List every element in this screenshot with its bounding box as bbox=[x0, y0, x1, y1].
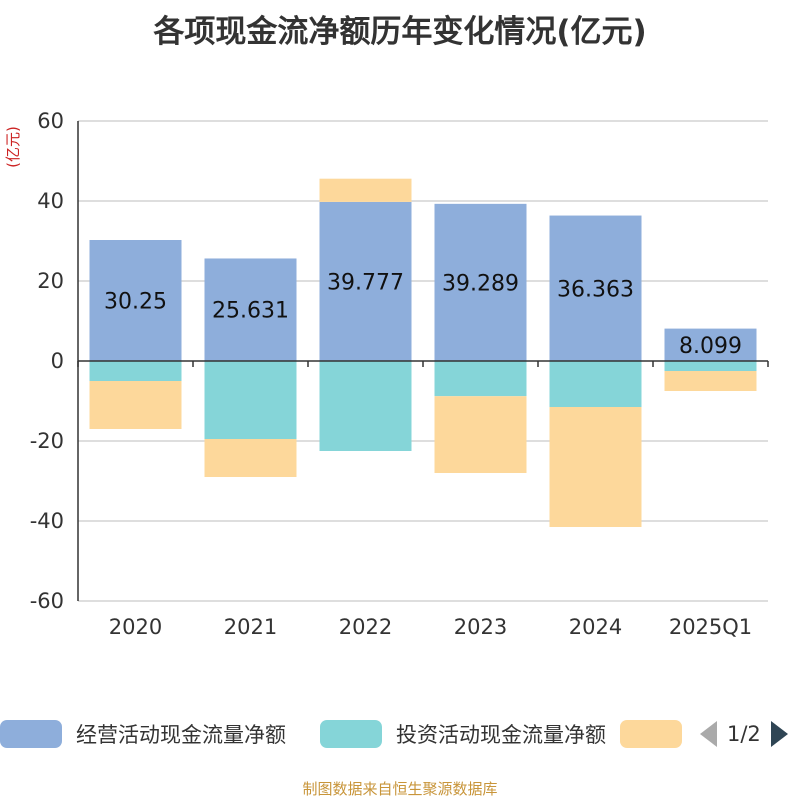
data-label: 25.631 bbox=[212, 299, 289, 324]
y-axis-label: (亿元) bbox=[4, 126, 22, 168]
x-tick-label: 2021 bbox=[224, 615, 277, 639]
bar-financing-2021 bbox=[204, 439, 297, 477]
y-tick-label: -20 bbox=[30, 429, 64, 453]
bar-operating-2022 bbox=[319, 201, 412, 361]
legend-item-financing[interactable] bbox=[620, 714, 682, 754]
data-label: 8.099 bbox=[679, 334, 742, 359]
x-tick-label: 2024 bbox=[569, 615, 622, 639]
bar-investing-2022 bbox=[319, 361, 412, 451]
y-tick-label: 40 bbox=[37, 189, 64, 213]
legend-label-operating: 经营活动现金流量净额 bbox=[76, 723, 286, 747]
x-tick-label: 2025Q1 bbox=[669, 615, 752, 639]
legend-item-operating[interactable]: 经营活动现金流量净额 bbox=[0, 714, 286, 754]
bar-financing-2024 bbox=[549, 407, 642, 527]
y-tick-label: -60 bbox=[30, 589, 64, 613]
y-tick-label: -40 bbox=[30, 509, 64, 533]
legend-swatch-operating bbox=[0, 720, 62, 748]
legend: 经营活动现金流量净额 投资活动现金流量净额 1/2 bbox=[0, 714, 800, 754]
y-tick-label: 0 bbox=[51, 349, 64, 373]
bar-investing-2023 bbox=[434, 361, 527, 397]
legend-swatch-investing bbox=[320, 720, 382, 748]
bar-financing-2022 bbox=[319, 178, 412, 202]
legend-item-investing[interactable]: 投资活动现金流量净额 bbox=[320, 714, 606, 754]
bar-investing-2025Q1 bbox=[664, 361, 757, 371]
bar-financing-2020 bbox=[89, 381, 182, 429]
x-tick-label: 2020 bbox=[109, 615, 162, 639]
x-tick-label: 2022 bbox=[339, 615, 392, 639]
legend-swatch-financing bbox=[620, 720, 682, 748]
bar-operating-2021 bbox=[204, 258, 297, 361]
legend-page-number: 1/2 bbox=[727, 722, 761, 746]
legend-pager: 1/2 bbox=[700, 714, 788, 754]
bar-operating-2023 bbox=[434, 203, 527, 361]
bar-investing-2024 bbox=[549, 361, 642, 407]
bar-operating-2020 bbox=[89, 240, 182, 361]
data-label: 30.25 bbox=[104, 290, 167, 315]
data-label: 39.289 bbox=[442, 271, 519, 296]
bar-financing-2025Q1 bbox=[664, 371, 757, 391]
data-label: 36.363 bbox=[557, 277, 634, 302]
cash-flow-chart: 60 40 20 0 -20 -40 -60 (亿元) 30.25 2020 25.631 2021 3… bbox=[4, 109, 769, 639]
y-tick-label: 20 bbox=[37, 269, 64, 293]
bar-financing-2023 bbox=[434, 396, 527, 473]
source-note: 制图数据来自恒生聚源数据库 bbox=[302, 780, 498, 798]
legend-prev-icon[interactable] bbox=[700, 721, 717, 747]
chart-title: 各项现金流净额历年变化情况(亿元) bbox=[153, 14, 647, 50]
bar-investing-2021 bbox=[204, 361, 297, 439]
legend-label-investing: 投资活动现金流量净额 bbox=[396, 723, 606, 747]
x-tick-label: 2023 bbox=[454, 615, 507, 639]
bar-investing-2020 bbox=[89, 361, 182, 381]
y-tick-label: 60 bbox=[37, 109, 64, 133]
data-label: 39.777 bbox=[327, 270, 404, 295]
bar-operating-2025Q1 bbox=[664, 328, 757, 361]
legend-next-icon[interactable] bbox=[770, 721, 788, 747]
bar-operating-2024 bbox=[549, 215, 642, 361]
